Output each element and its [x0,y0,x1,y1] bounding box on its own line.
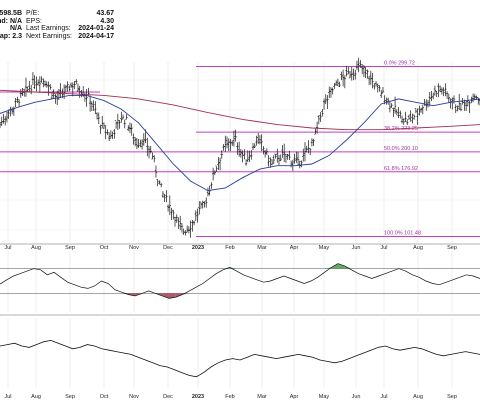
x-axis-tick-label: Feb [225,394,234,400]
x-axis-tick-label: Sep [65,394,75,400]
x-axis-tick-label: Mar [257,394,267,400]
fib-level-label: 100.0% 101.48 [384,230,421,236]
x-axis-tick-label: Jul [380,394,387,400]
x-axis-tick-label: Nov [129,394,139,400]
info-left-value: N/A [9,25,22,33]
x-axis-tick-label: Jul [4,394,11,400]
x-axis-tick-label: 2023 [192,394,204,400]
info-row: 598.5B P/E: 43.67 [0,10,140,18]
x-axis-tick-label: Feb [225,245,234,251]
fib-level-label: 50.0% 200.10 [384,146,418,152]
indicator2-line [0,339,480,378]
info-label: Next Earnings: [26,32,72,40]
indicator-overbought-fill [344,266,352,269]
info-row: idend: N/A EPS: 4.30 [0,18,140,26]
x-axis-tick-label: Dec [163,245,173,251]
x-axis-tick-label: Oct [100,394,109,400]
x-axis-tick-label: Dec [163,394,173,400]
x-axis-tick-label: Apr [290,245,299,251]
info-row: Cap: 2.3 Next Earnings: 2024-04-17 [0,33,140,41]
x-axis-tick-label: Mar [257,245,267,251]
x-axis-tick-label: Aug [31,394,41,400]
moving-average-fast-line [0,94,480,192]
x-axis-tick-label: Aug [31,245,41,251]
x-axis-tick-label: Sep [447,394,457,400]
info-value: 2024-04-17 [78,32,114,40]
x-axis-tick-label: May [319,394,330,400]
info-value: 2024-01-24 [78,25,114,33]
x-axis-tick-label: Jul [4,245,11,251]
info-left-value: idend: N/A [0,17,22,25]
moving-average-slow-line [0,89,480,131]
x-axis-tick-label: Apr [290,394,299,400]
x-axis-tick-label: Sep [65,245,75,251]
indicator-line [0,263,480,299]
x-axis-tick-label: Jul [380,245,387,251]
x-axis-tick-label: 2023 [192,245,204,251]
x-axis-tick-label: Aug [413,245,423,251]
info-row: N/A Last Earnings: 2024-01-24 [0,25,140,33]
info-label: Last Earnings: [26,25,71,33]
x-axis-tick-label: Oct [100,245,109,251]
x-axis-tick-label: Nov [129,245,139,251]
fib-level-label: 0.0% 299.72 [384,61,415,67]
info-left-value: Cap: 2.3 [0,32,22,40]
info-value: 43.67 [96,10,114,17]
x-axis-tick-label: Jun [352,394,361,400]
info-label: P/E: [26,10,40,17]
x-axis-tick-label: Jun [352,245,361,251]
indicator-oversold-fill [162,293,170,299]
x-axis-tick-label: May [319,245,330,251]
stock-info-panel: 598.5B P/E: 43.67 idend: N/A EPS: 4.30 N/A Last… [0,10,140,40]
info-label: EPS: [26,17,42,25]
info-value: 4.30 [100,17,114,25]
x-axis-tick-label: Aug [413,394,423,400]
info-left-value: 598.5B [0,10,22,17]
indicator-overbought-fill [338,263,345,269]
x-axis-tick-label: Sep [447,245,457,251]
fib-level-label: 61.8% 176.92 [384,166,418,172]
